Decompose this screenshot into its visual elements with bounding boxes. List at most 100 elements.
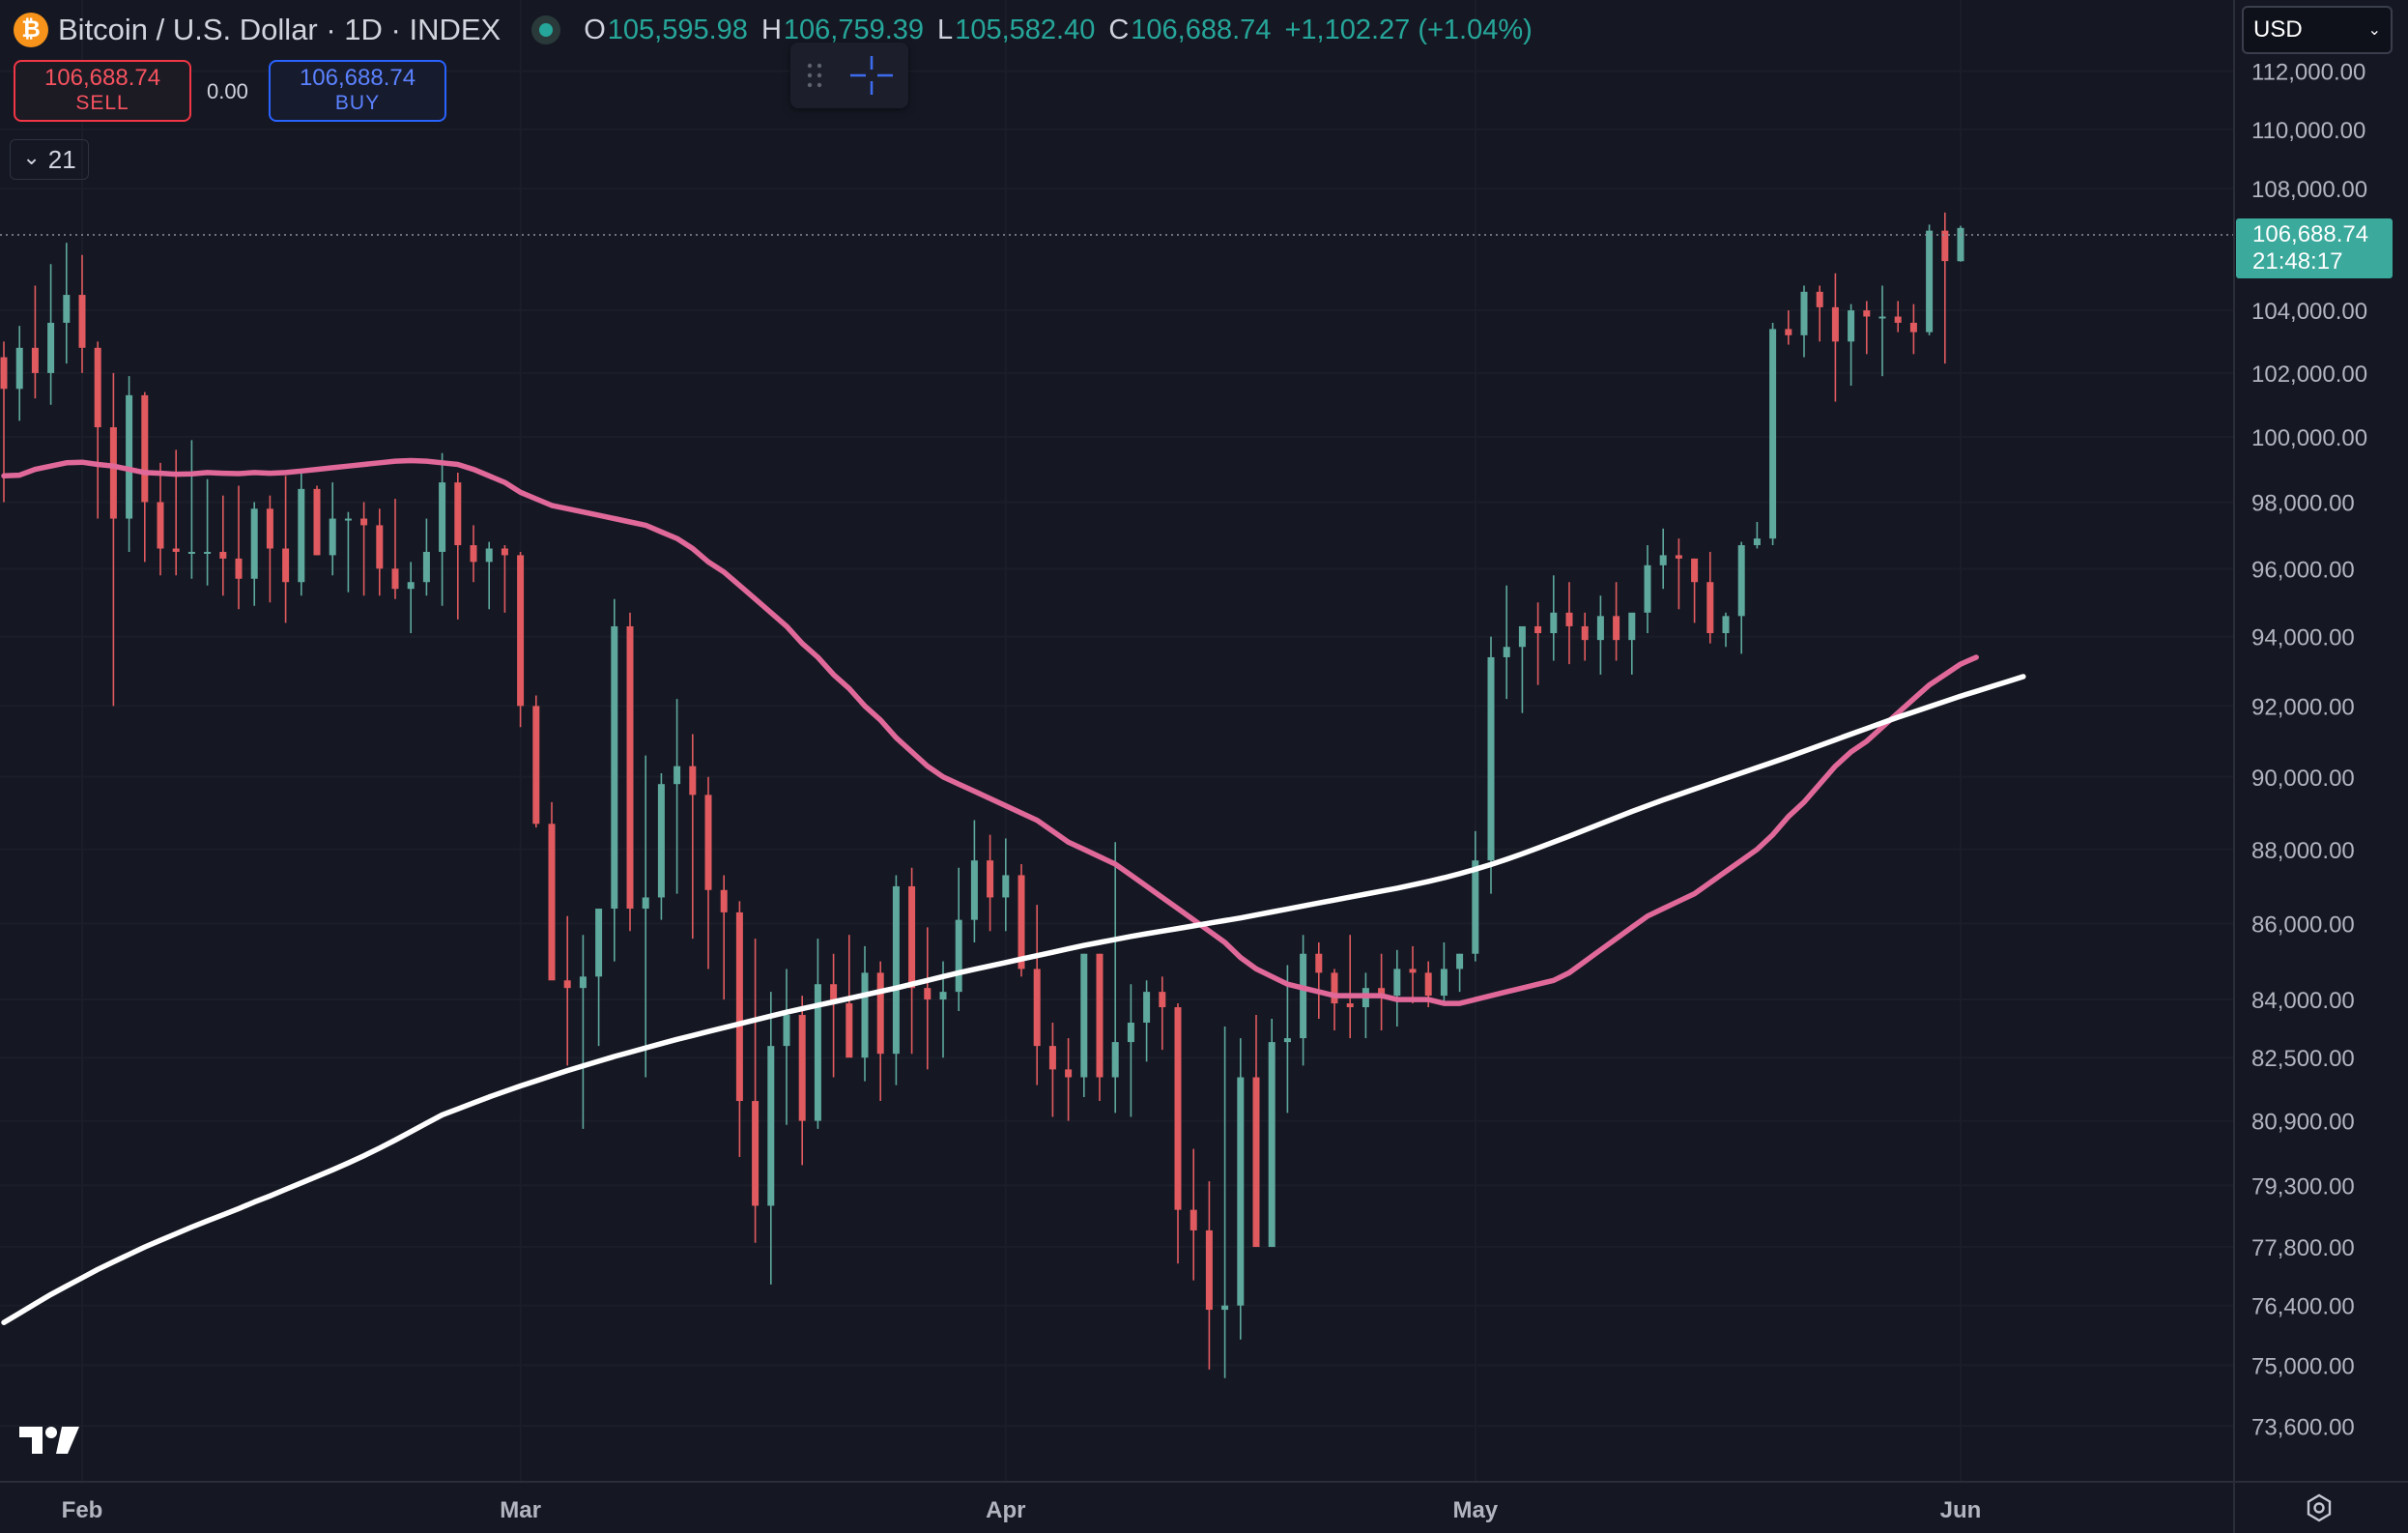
candle-body — [970, 860, 978, 920]
candle — [704, 776, 712, 969]
candle-body — [1159, 992, 1166, 1008]
candle-body — [563, 980, 571, 989]
candle — [15, 326, 23, 421]
time-tick-label: Jun — [1940, 1497, 1982, 1523]
candle-body — [360, 518, 368, 526]
candle-body — [1737, 545, 1745, 617]
price-tick-label: 92,000.00 — [2251, 694, 2355, 720]
candle-body — [1002, 875, 1010, 898]
candle-body — [422, 551, 430, 583]
candle — [298, 472, 305, 596]
candle — [1487, 636, 1495, 894]
price-tick-label: 90,000.00 — [2251, 766, 2355, 792]
symbol-title[interactable]: Bitcoin / U.S. Dollar · 1D · INDEX — [58, 13, 502, 46]
candle-body — [939, 992, 947, 1000]
candle-body — [501, 548, 508, 556]
candle — [1894, 301, 1902, 333]
candle-body — [1300, 953, 1307, 1039]
candle — [657, 773, 665, 920]
candle — [1096, 953, 1104, 1102]
crosshair-icon[interactable] — [848, 54, 895, 97]
candle-body — [1831, 306, 1839, 342]
chart-grid — [0, 0, 2234, 1482]
symbol-legend: ₿ Bitcoin / U.S. Dollar · 1D · INDEX O 1… — [14, 10, 1546, 50]
settings-icon[interactable] — [2304, 1492, 2335, 1523]
price-tick-label: 96,000.00 — [2251, 557, 2355, 583]
sell-button[interactable]: 106,688.74 SELL — [14, 60, 191, 122]
drag-handle-icon[interactable] — [804, 60, 825, 91]
candle — [126, 376, 133, 552]
indicators-toggle-button[interactable]: ⌄ 21 — [10, 139, 89, 180]
candle-body — [187, 551, 195, 554]
candle-body — [376, 525, 384, 569]
candle-body — [1628, 612, 1636, 641]
candle-body — [1174, 1007, 1182, 1210]
candle — [1174, 1003, 1182, 1264]
candle — [1331, 969, 1338, 1031]
candle-body — [987, 860, 994, 898]
candle — [1237, 1038, 1245, 1340]
buy-label: BUY — [334, 92, 381, 114]
candle-body — [720, 889, 728, 912]
candle — [407, 562, 415, 634]
chevron-down-icon: ⌄ — [22, 145, 41, 169]
change-value: +1,102.27 (+1.04%) — [1284, 14, 1533, 45]
candle — [1816, 285, 1823, 342]
candle-body — [1065, 1069, 1073, 1078]
candle — [1941, 212, 1949, 364]
candle — [376, 508, 384, 596]
candle-body — [204, 551, 212, 554]
buy-button[interactable]: 106,688.74 BUY — [269, 60, 446, 122]
candle-body — [1816, 291, 1823, 307]
price-axis[interactable]: 112,000.00 110,000.00 108,000.00 104,000.00… — [2251, 60, 2367, 1441]
price-tick-label: 77,800.00 — [2251, 1235, 2355, 1261]
price-tick-label: 76,400.00 — [2251, 1294, 2355, 1320]
candle-body — [735, 911, 743, 1102]
currency-select[interactable]: USD ⌄ — [2242, 6, 2393, 54]
candle-body — [1033, 969, 1041, 1047]
candle — [674, 699, 681, 894]
candle — [563, 915, 571, 1066]
time-axis[interactable]: Feb Mar Apr May Jun — [62, 1497, 1982, 1523]
price-tick-label: 82,500.00 — [2251, 1046, 2355, 1072]
candle-body — [1393, 969, 1401, 997]
candle-body — [611, 625, 618, 910]
time-tick-label: Feb — [62, 1497, 103, 1523]
sell-price: 106,688.74 — [43, 65, 161, 91]
candle — [1315, 941, 1323, 1020]
candle-body — [814, 984, 821, 1121]
candle — [892, 875, 900, 1085]
candle-body — [1581, 625, 1589, 641]
candle-body — [1456, 953, 1464, 969]
candle — [501, 545, 508, 613]
candle-body — [1722, 616, 1730, 634]
candle-body — [1252, 1077, 1260, 1248]
sell-label: SELL — [75, 92, 129, 114]
candle — [1300, 935, 1307, 1066]
candle — [1065, 1038, 1073, 1121]
candle — [1111, 842, 1119, 1114]
low-value: 105,582.40 — [955, 14, 1096, 45]
tradingview-logo[interactable] — [19, 1425, 81, 1456]
candle-body — [846, 1003, 853, 1058]
time-tick-label: May — [1452, 1497, 1498, 1523]
candle — [798, 996, 806, 1166]
candle — [1143, 980, 1151, 1062]
candle — [422, 518, 430, 596]
candle — [31, 285, 39, 399]
candle — [1472, 830, 1479, 962]
candle-body — [579, 976, 587, 989]
candle — [1033, 905, 1041, 1085]
candle-body — [752, 1101, 760, 1206]
candle — [814, 939, 821, 1129]
candle-body — [1346, 1003, 1354, 1008]
price-tick-label: 112,000.00 — [2251, 60, 2365, 86]
candle-body — [1283, 1038, 1291, 1043]
candle — [1518, 625, 1526, 713]
candle — [876, 961, 884, 1102]
candle — [861, 945, 869, 1082]
candle — [1628, 612, 1636, 675]
candle — [1926, 224, 1934, 335]
candle-body — [1785, 329, 1792, 335]
